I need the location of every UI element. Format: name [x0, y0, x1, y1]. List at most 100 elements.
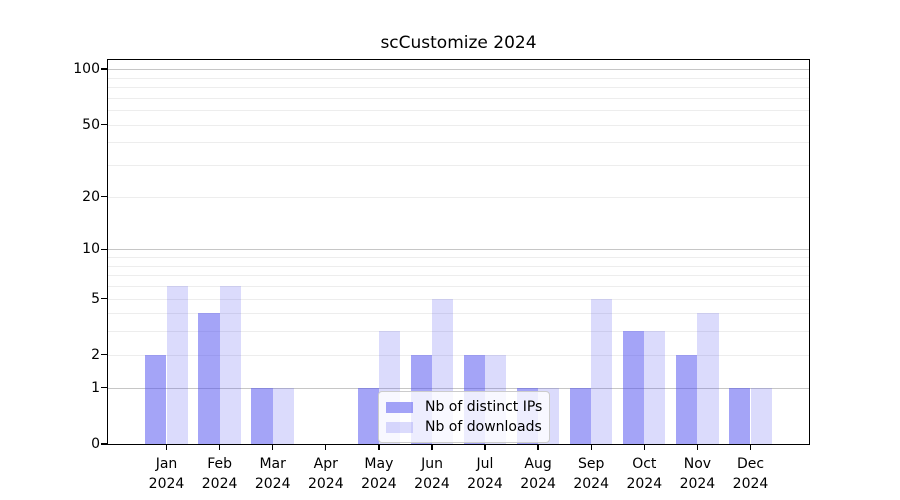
x-tick-month: Aug: [524, 456, 552, 472]
y-tick-label: 10: [82, 241, 100, 258]
plot-area: 0 1 2 5 10 20 50 100 Jan 2024 Feb 2024 Mar 2024 Apr 202…: [73, 60, 809, 492]
x-tick-month: Jun: [421, 456, 443, 472]
x-tick-label-nov: Nov 2024: [661, 454, 733, 494]
x-tick-label-dec: Dec 2024: [715, 454, 787, 494]
y-gridline-minor: [108, 87, 809, 88]
x-tick: [590, 445, 592, 450]
bar-downloads-mar: [272, 387, 294, 444]
x-tick: [272, 445, 274, 450]
x-tick-year: 2024: [307, 476, 344, 492]
x-tick: [696, 445, 699, 450]
y-gridline-minor: [108, 298, 809, 300]
legend-swatch-distinct-ips: [386, 401, 413, 413]
legend-item-distinct-ips: Nb of distinct IPs: [386, 397, 542, 417]
x-tick: [643, 445, 645, 450]
bar-downloads-dec: [750, 387, 772, 444]
x-tick-month: Sep: [577, 456, 605, 472]
y-gridline-minor: [108, 110, 809, 112]
bar-downloads-feb: [219, 285, 241, 444]
x-tick: [165, 445, 168, 450]
y-tick: [101, 354, 108, 356]
x-tick-year: 2024: [361, 476, 397, 492]
bar-downloads-sep: [591, 298, 613, 444]
y-tick: [101, 196, 108, 198]
x-tick-month: Mar: [259, 456, 286, 472]
y-tick: [101, 248, 108, 250]
x-tick-year: 2024: [573, 476, 609, 492]
legend-item-downloads: Nb of downloads: [386, 417, 542, 437]
y-tick: [101, 68, 108, 70]
y-gridline-minor: [108, 331, 809, 333]
bar-downloads-oct: [644, 331, 666, 444]
x-tick: [378, 445, 380, 450]
y-tick-label: 100: [73, 61, 100, 78]
y-gridline-minor: [108, 142, 809, 144]
x-tick-year: 2024: [148, 476, 185, 492]
y-gridline-minor: [108, 77, 809, 79]
bar-distinct-ips-feb: [198, 313, 220, 444]
x-tick-month: May: [364, 456, 394, 472]
y-gridline-minor: [108, 124, 809, 126]
x-tick-label-oct: Oct 2024: [608, 454, 680, 494]
x-tick: [431, 445, 433, 450]
bar-distinct-ips-oct: [623, 331, 645, 444]
y-gridline-minor: [108, 313, 809, 315]
x-tick-month: Dec: [736, 456, 765, 472]
x-tick-month: Jan: [155, 456, 178, 472]
x-tick-year: 2024: [732, 476, 769, 492]
y-gridline-minor: [108, 257, 809, 258]
x-tick-label-jul: Jul 2024: [449, 454, 521, 494]
y-gridline-minor: [108, 265, 809, 267]
bar-distinct-ips-may: [357, 387, 379, 444]
legend-label-downloads: Nb of downloads: [425, 419, 542, 435]
y-gridline-major: [108, 387, 809, 389]
y-tick-label: 20: [82, 188, 100, 205]
x-tick-month: Jul: [476, 456, 494, 472]
y-gridline-minor: [108, 354, 809, 356]
x-tick-year: 2024: [467, 476, 503, 492]
y-tick-label: 2: [91, 346, 100, 363]
bar-downloads-nov: [697, 313, 719, 444]
x-tick: [749, 445, 752, 450]
chart-title: scCustomize 2024: [380, 33, 537, 53]
y-tick: [101, 387, 108, 389]
y-gridline-minor: [108, 165, 809, 167]
y-tick-label: 1: [91, 379, 100, 396]
y-tick-label: 5: [91, 290, 100, 307]
x-tick-month: Apr: [313, 456, 338, 472]
x-tick-year: 2024: [626, 476, 663, 492]
y-gridline-major: [108, 249, 809, 251]
legend-swatch-downloads: [386, 421, 413, 433]
y-tick: [101, 443, 108, 445]
x-tick-label-sep: Sep 2024: [555, 454, 627, 494]
y-tick-label: 50: [82, 116, 100, 133]
x-tick: [484, 445, 486, 450]
x-tick-year: 2024: [679, 476, 716, 492]
bar-downloads-jan: [166, 285, 188, 444]
y-gridline-minor: [108, 275, 809, 277]
y-tick: [101, 297, 108, 300]
x-tick-year: 2024: [520, 476, 556, 492]
x-tick-month: Nov: [683, 456, 712, 472]
x-tick-label-jan: Jan 2024: [131, 454, 203, 494]
y-gridline-minor: [108, 196, 809, 198]
bar-distinct-ips-nov: [676, 354, 698, 444]
x-tick-year: 2024: [254, 476, 291, 492]
x-tick-label-apr: Apr 2024: [290, 454, 362, 494]
x-tick-year: 2024: [201, 476, 238, 492]
y-gridline-major: [108, 69, 809, 71]
y-gridline-minor: [108, 285, 809, 287]
bar-distinct-ips-sep: [570, 387, 592, 444]
bar-distinct-ips-jan: [145, 354, 167, 444]
bar-distinct-ips-dec: [729, 387, 751, 444]
x-tick-year: 2024: [414, 476, 450, 492]
y-tick: [101, 123, 108, 126]
x-tick-label-may: May 2024: [343, 454, 415, 494]
x-tick-month: Feb: [207, 456, 232, 472]
x-tick-label-mar: Mar 2024: [237, 454, 309, 494]
legend: Nb of distinct IPs Nb of downloads: [378, 391, 551, 443]
x-tick: [218, 445, 221, 450]
y-tick-label: 0: [91, 436, 100, 452]
bar-distinct-ips-mar: [251, 387, 273, 444]
x-tick-label-feb: Feb 2024: [184, 454, 256, 494]
